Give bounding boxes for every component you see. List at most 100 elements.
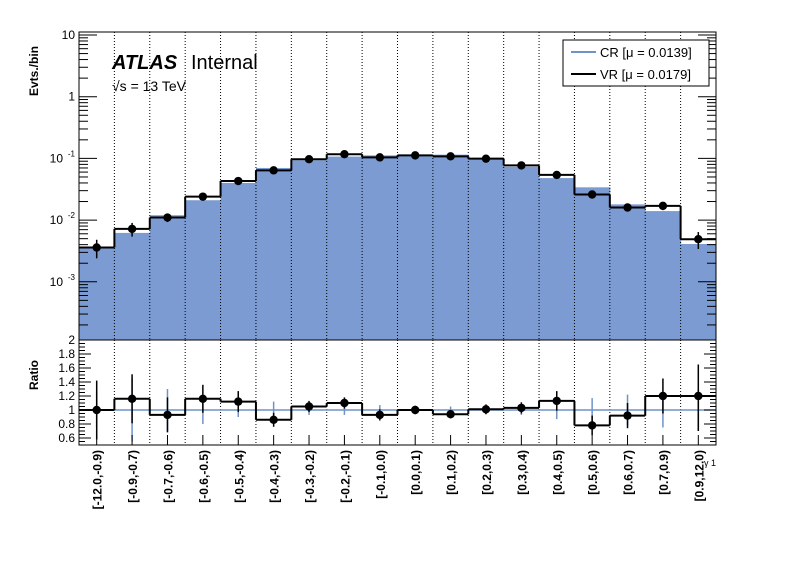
- ratio-point: [481, 405, 491, 414]
- vr-point: [304, 155, 314, 164]
- x-category-label: [0.7,0.9): [657, 450, 671, 495]
- x-category-label: [-0.2,-0.1): [338, 450, 352, 503]
- ratio-y-tick-label: 2: [68, 333, 75, 347]
- ratio-y-axis-label: Ratio: [27, 360, 41, 390]
- ratio-y-tick-label: 0.8: [58, 417, 75, 431]
- ratio-y-tick-label: 0.6: [58, 431, 75, 445]
- ratio-panel: 0.60.811.21.41.61.82 [-12.0,-0.9) [-0.9,-0…: [58, 333, 717, 509]
- cr-bar: [503, 166, 540, 340]
- vr-point: [163, 213, 172, 222]
- ratio-point: [198, 394, 208, 403]
- ratio-point: [269, 415, 278, 424]
- cr-bar: [326, 156, 363, 340]
- y-tick-label: 10: [62, 28, 76, 42]
- ratio-point: [623, 411, 632, 420]
- ratio-y-tick-label: 1.6: [58, 361, 75, 375]
- cr-bar: [432, 154, 469, 340]
- vr-point: [269, 166, 278, 175]
- vr-point: [198, 192, 208, 201]
- x-category-label: [0.4,0.5): [551, 450, 565, 495]
- ratio-point: [694, 391, 703, 401]
- vr-point: [694, 235, 703, 244]
- ratio-y-tick-label: 1: [68, 403, 75, 417]
- cr-bar: [185, 200, 222, 340]
- ratio-point: [163, 410, 172, 420]
- vr-point: [375, 153, 385, 162]
- vr-point: [92, 243, 101, 252]
- ratio-point: [446, 410, 455, 419]
- y-tick-label: 1: [68, 90, 75, 104]
- vr-point: [481, 154, 491, 163]
- ratio-point: [92, 405, 101, 415]
- main-panel: 10 1 10 -1 10 -2 10 -3: [50, 28, 717, 341]
- cr-bar: [114, 232, 151, 340]
- legend-cr-label: CR [μ = 0.0139]: [600, 45, 692, 60]
- legend: CR [μ = 0.0139] VR [μ = 0.0179]: [562, 39, 710, 87]
- vr-point: [517, 161, 526, 170]
- ratio-point: [340, 398, 349, 408]
- y-tick-exponent: -1: [68, 149, 76, 158]
- ratio-point: [304, 402, 314, 411]
- vr-point: [340, 149, 349, 159]
- cr-bar: [539, 178, 575, 340]
- cr-bar: [255, 167, 292, 340]
- x-category-label: [-0.7,-0.6): [161, 450, 175, 503]
- atlas-label: ATLAS: [111, 52, 178, 74]
- ratio-point: [375, 410, 385, 420]
- x-category-label: [0.9,12.0): [692, 450, 706, 501]
- main-y-axis-label: Evts./bin: [27, 46, 41, 96]
- ratio-point: [517, 403, 526, 413]
- ratio-y-tick-label: 1.8: [58, 347, 75, 361]
- legend-box: [562, 39, 710, 87]
- ratio-point: [234, 397, 243, 406]
- vr-point: [658, 201, 668, 211]
- cr-bar: [609, 204, 646, 340]
- vr-point: [587, 190, 597, 199]
- vr-point: [623, 203, 632, 212]
- x-category-label: [0.2,0.3): [480, 450, 494, 495]
- ratio-y-tick-label: 1.2: [58, 389, 75, 403]
- y-tick-label: 10: [50, 213, 64, 227]
- cr-bar: [362, 155, 398, 340]
- cr-bar: [149, 215, 186, 340]
- ratio-point: [552, 396, 561, 406]
- ratio-point: [127, 394, 137, 403]
- cr-bar: [574, 187, 611, 340]
- cr-bar: [645, 211, 682, 340]
- energy-label: √s = 13 TeV: [112, 78, 187, 94]
- ratio-y-tick-label: 1.4: [58, 375, 75, 389]
- cr-bar: [397, 155, 434, 340]
- x-category-label: [0.6,0.7): [622, 450, 636, 495]
- vr-point: [446, 152, 455, 161]
- x-category-label: [-0.6,-0.5): [197, 450, 211, 503]
- x-category-label: [0.1,0.2): [445, 450, 459, 495]
- x-axis-label: γ 1: [704, 458, 716, 468]
- vr-point: [234, 176, 243, 186]
- y-tick-label: 10: [50, 275, 64, 289]
- ratio-point: [658, 391, 668, 401]
- cr-bar: [468, 158, 505, 340]
- cr-bar: [79, 248, 115, 340]
- cr-bar: [680, 243, 717, 340]
- x-category-label: [-0.9,-0.7): [126, 450, 140, 503]
- x-category-label: [-0.3,-0.2): [303, 450, 317, 503]
- ratio-point: [587, 421, 597, 430]
- x-category-label: [-0.5,-0.4): [232, 450, 246, 503]
- x-category-label: [0.3,0.4): [515, 450, 529, 495]
- x-category-label: [0.0,0.1): [409, 450, 423, 495]
- x-category-label: [-0.1,0.0): [374, 450, 388, 499]
- y-tick-exponent: -2: [68, 211, 76, 220]
- cr-bar: [291, 160, 328, 340]
- x-category-label: [-12.0,-0.9): [91, 450, 105, 509]
- y-tick-label: 10: [50, 151, 64, 165]
- atlas-internal-label: Internal: [191, 52, 258, 74]
- vr-point: [127, 224, 137, 234]
- cr-bar: [220, 182, 257, 340]
- x-category-label: [0.5,0.6): [586, 450, 600, 495]
- x-category-label: [-0.4,-0.3): [268, 450, 282, 503]
- vr-point: [410, 151, 420, 160]
- y-tick-exponent: -3: [68, 273, 76, 282]
- ratio-point: [410, 405, 420, 415]
- legend-vr-label: VR [μ = 0.0179]: [600, 67, 691, 82]
